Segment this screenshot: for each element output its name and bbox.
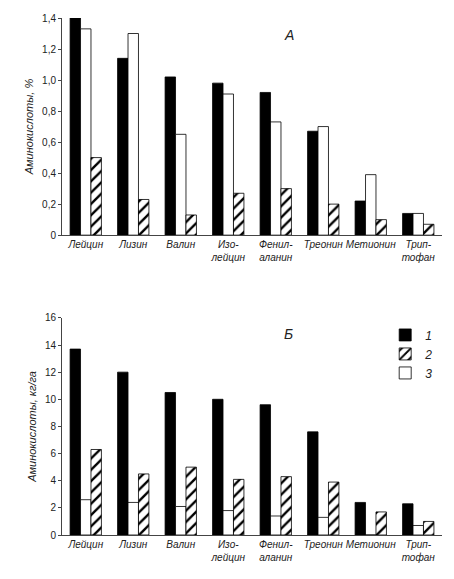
svg-text:0: 0 xyxy=(50,530,56,541)
svg-text:4: 4 xyxy=(50,475,56,486)
svg-text:Б: Б xyxy=(284,326,293,342)
svg-text:0,4: 0,4 xyxy=(42,168,56,179)
svg-text:Лизин: Лизин xyxy=(118,239,148,250)
svg-text:Треонин: Треонин xyxy=(304,539,344,550)
svg-text:Метионин: Метионин xyxy=(346,239,396,250)
svg-text:Метионин: Метионин xyxy=(346,539,396,550)
svg-text:2: 2 xyxy=(50,502,56,513)
svg-text:0,8: 0,8 xyxy=(42,106,56,117)
svg-text:14: 14 xyxy=(45,340,57,351)
svg-text:1,4: 1,4 xyxy=(42,13,56,24)
svg-text:Изо-лейцин: Изо-лейцин xyxy=(210,239,245,263)
svg-text:Треонин: Треонин xyxy=(304,239,344,250)
svg-text:Трип-тофан: Трип-тофан xyxy=(402,239,436,263)
svg-text:Валин: Валин xyxy=(166,239,195,250)
svg-text:2: 2 xyxy=(424,348,432,362)
svg-text:1: 1 xyxy=(425,329,432,343)
svg-text:Фенил-аланин: Фенил-аланин xyxy=(259,539,293,563)
svg-text:0: 0 xyxy=(50,230,56,241)
svg-text:Фенил-аланин: Фенил-аланин xyxy=(259,239,293,263)
svg-text:1,2: 1,2 xyxy=(42,44,56,55)
svg-text:Изо-лейцин: Изо-лейцин xyxy=(210,539,245,563)
svg-text:0,6: 0,6 xyxy=(42,137,56,148)
svg-text:1,0: 1,0 xyxy=(42,75,56,86)
svg-text:10: 10 xyxy=(45,394,57,405)
svg-text:Лейцин: Лейцин xyxy=(67,239,103,250)
svg-text:0,2: 0,2 xyxy=(42,199,56,210)
svg-text:16: 16 xyxy=(45,312,57,323)
svg-text:6: 6 xyxy=(50,448,56,459)
svg-text:А: А xyxy=(284,27,294,43)
svg-text:12: 12 xyxy=(45,367,57,378)
svg-text:Лизин: Лизин xyxy=(118,539,148,550)
svg-text:Лейцин: Лейцин xyxy=(67,539,103,550)
svg-text:Аминокислоты, кг/га: Аминокислоты, кг/га xyxy=(26,371,38,483)
svg-text:Аминокислоты, %: Аминокислоты, % xyxy=(23,79,35,176)
svg-text:8: 8 xyxy=(50,421,56,432)
svg-text:Валин: Валин xyxy=(166,539,195,550)
svg-text:3: 3 xyxy=(425,367,432,381)
svg-text:Трип-тофан: Трип-тофан xyxy=(402,539,436,563)
